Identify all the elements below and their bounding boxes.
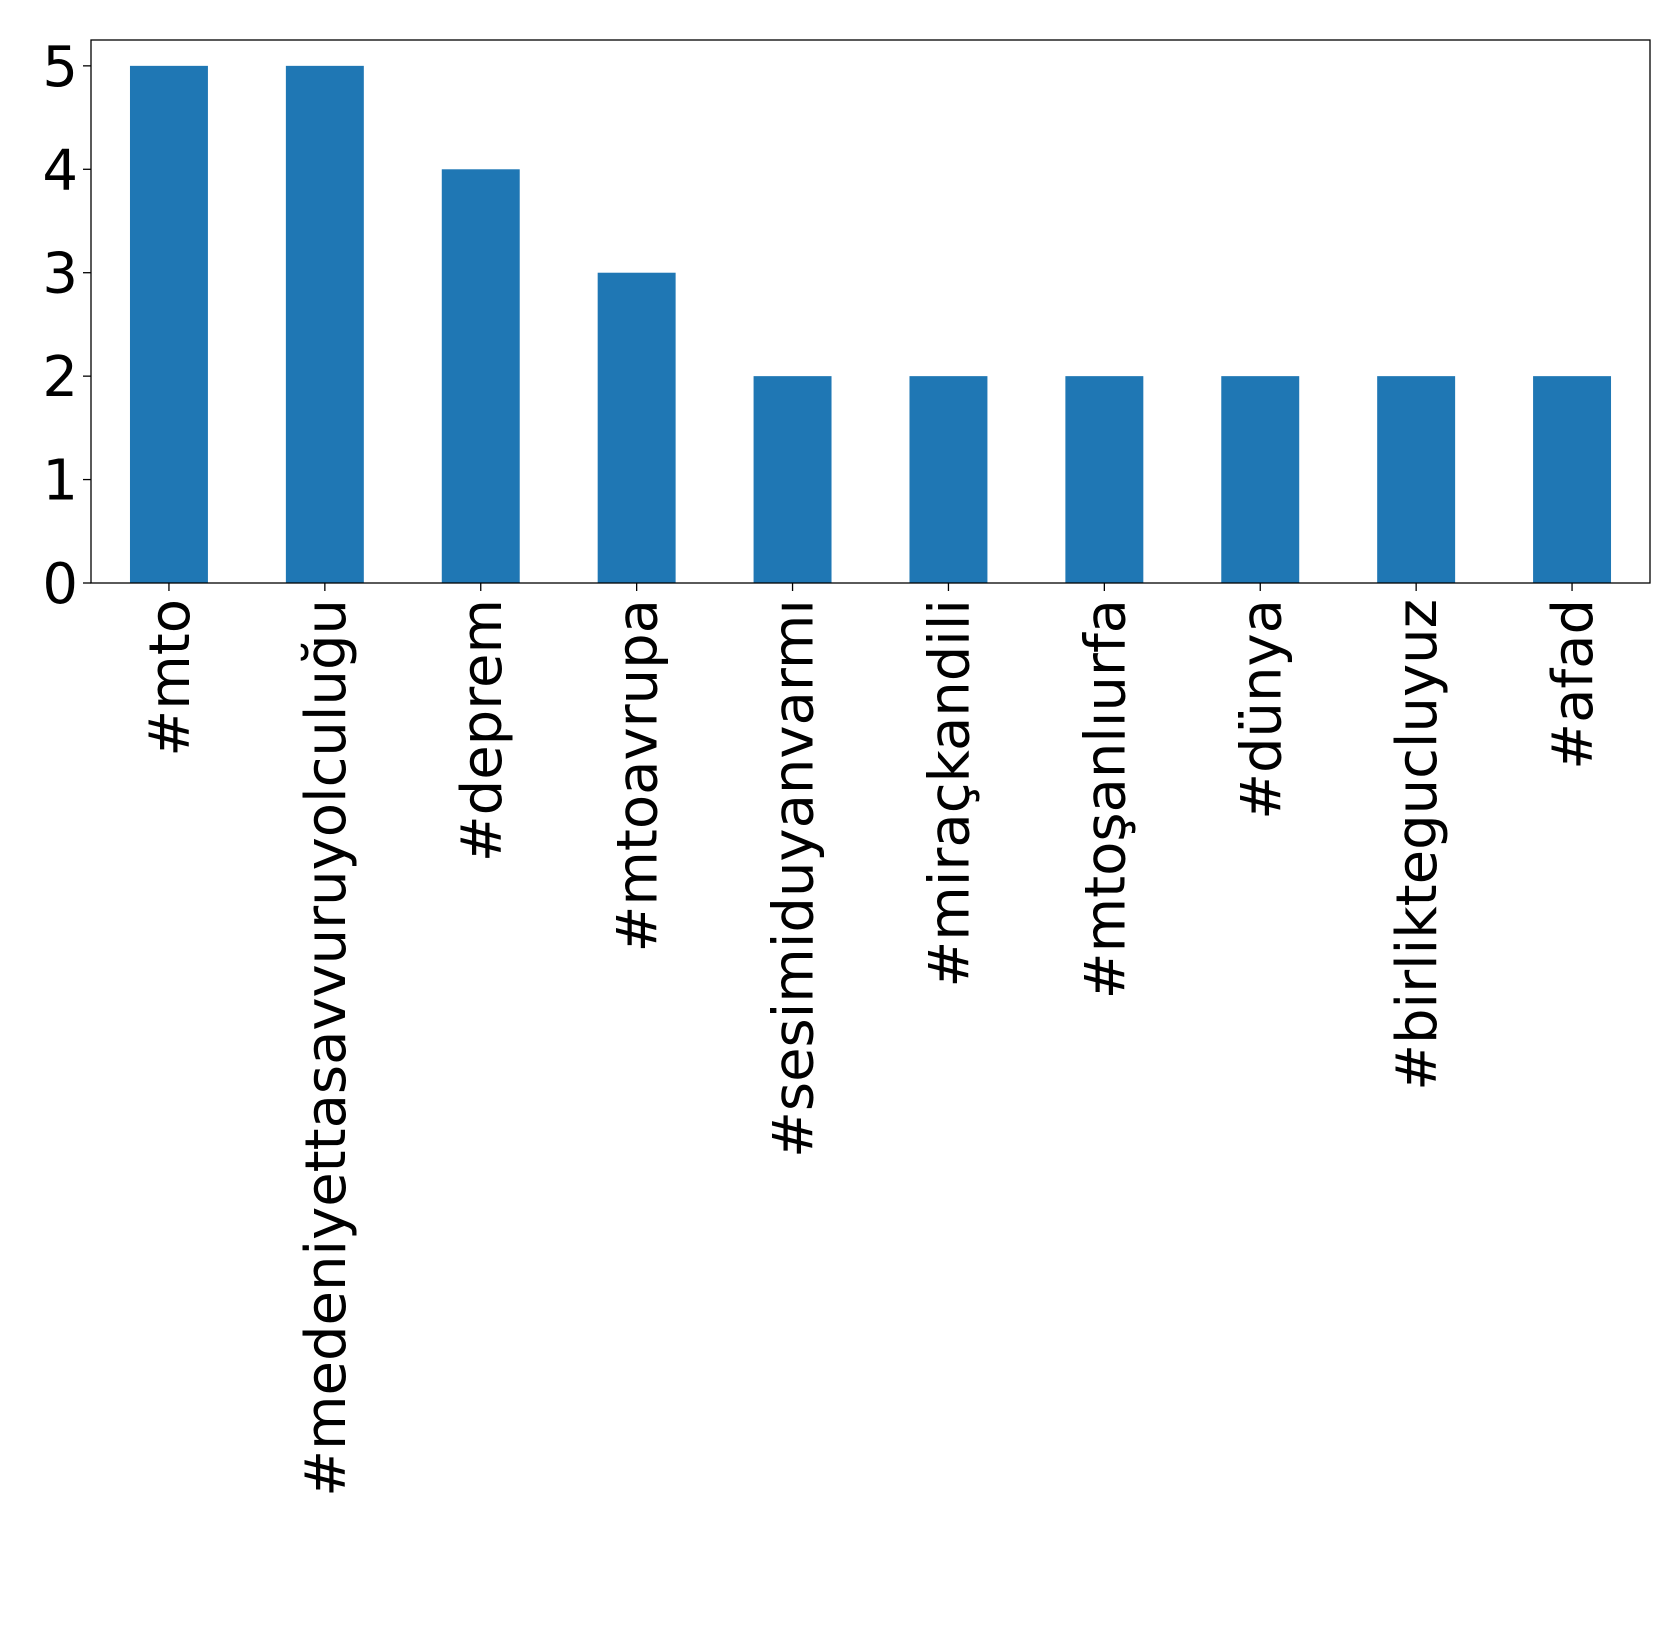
bar-2 (441, 169, 520, 584)
bar-0 (129, 65, 208, 584)
bar-7 (1221, 376, 1300, 583)
y-tick-label: 1 (42, 449, 78, 514)
x-tick-label: #afad (1541, 599, 1606, 770)
plot-frame (90, 39, 1651, 584)
bar-6 (1065, 376, 1144, 583)
x-tick-label: #miraçkandili (917, 599, 982, 988)
y-tick-label: 5 (42, 35, 78, 100)
y-tick-label: 2 (42, 345, 78, 410)
x-tick-label: #mtoavrupa (606, 599, 671, 953)
y-axis: 0 1 2 3 4 5 (42, 35, 91, 617)
x-tick-label: #dünya (1229, 599, 1294, 820)
x-tick-label: #mto (138, 599, 203, 757)
bar-5 (909, 376, 988, 583)
bar-group (129, 65, 1612, 584)
x-tick-label: #mtoşanlıurfa (1073, 599, 1138, 999)
bar-4 (753, 376, 832, 583)
bar-1 (285, 65, 364, 584)
y-tick-label: 3 (42, 242, 78, 307)
x-tick-label: #birliktegucluyuz (1385, 599, 1450, 1091)
bar-3 (597, 272, 676, 583)
bar-8 (1377, 376, 1456, 583)
y-tick-label: 4 (42, 138, 78, 203)
y-tick-label: 0 (42, 552, 78, 617)
bar-9 (1533, 376, 1612, 583)
x-tick-label: #deprem (450, 599, 515, 862)
x-axis: #mto #medeniyettasavvuruyolculuğu #deprem #… (138, 583, 1606, 1497)
x-tick-label: #medeniyettasavvuruyolculuğu (294, 599, 359, 1497)
x-tick-label: #sesimiduyanvarmı (762, 599, 827, 1158)
